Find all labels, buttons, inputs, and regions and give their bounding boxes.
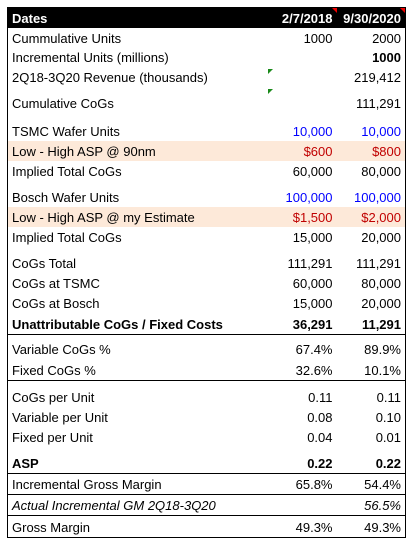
cell-value: 15,000: [292, 230, 333, 245]
cell-value: 111,291: [287, 256, 333, 271]
cell-value: $600: [267, 141, 337, 161]
cell-value: 11,291: [336, 313, 406, 335]
cell-value: [267, 67, 337, 87]
cell-value: 0.11: [308, 390, 333, 405]
sheet-row: CoGs Total 111,291 111,291: [8, 247, 406, 273]
cell-value: 10.1%: [336, 359, 406, 381]
row-label: Implied Total CoGs: [12, 230, 122, 245]
cell-value: 0.10: [375, 410, 401, 425]
row-label: Actual Incremental GM 2Q18-3Q20: [7, 494, 268, 516]
sheet-row: Unattributable CoGs / Fixed Costs 36,291 1…: [7, 313, 406, 335]
cell-value: 89.9%: [364, 342, 401, 357]
cell-value: 15,000: [292, 296, 333, 311]
sheet-row: CoGs at Bosch 15,000 20,000: [8, 293, 406, 313]
row-label: CoGs at TSMC: [12, 276, 100, 291]
row-label: Fixed CoGs %: [7, 359, 268, 381]
cell-value: 0.11: [376, 390, 401, 405]
row-label: CoGs per Unit: [12, 390, 95, 405]
sheet-row: Incremental Gross Margin 65.8% 54.4%: [7, 473, 406, 495]
cell-value: 32.6%: [267, 359, 337, 381]
cell-value: $800: [336, 141, 406, 161]
row-label: Incremental Units (millions): [12, 50, 169, 65]
sheet-row: Cummulative Units 1000 2000: [8, 28, 406, 48]
sheet-row: Cumulative CoGs 111,291: [8, 87, 406, 113]
cell-value: 0.22: [267, 447, 337, 474]
cell-value: 49.3%: [364, 520, 401, 535]
row-label: Variable per Unit: [12, 410, 108, 425]
sheet-row: Implied Total CoGs 15,000 20,000: [8, 227, 406, 247]
cell-value: 10,000: [292, 124, 333, 139]
sheet-row: CoGs per Unit 0.11 0.11: [8, 381, 406, 408]
cell-value: 0.01: [375, 430, 401, 445]
cell-value: [268, 48, 337, 67]
cell-value: 56.5%: [336, 494, 406, 516]
cell-value: 10,000: [361, 124, 401, 139]
sheet-row: CoGs at TSMC 60,000 80,000: [8, 273, 406, 293]
cell-value: 36,291: [267, 313, 337, 335]
row-label: Variable CoGs %: [12, 342, 111, 357]
cell-value: 100,000: [285, 190, 333, 205]
row-label: Implied Total CoGs: [12, 164, 122, 179]
cell-value: [267, 494, 337, 516]
cell-value: 111,291: [355, 96, 401, 111]
cell-value: 1000: [372, 50, 401, 65]
cell-value: $1,500: [267, 207, 337, 227]
cell-value: 0.22: [336, 447, 406, 474]
header-date: 9/30/2020: [336, 7, 406, 28]
sheet-row: ASP 0.22 0.22: [7, 447, 406, 474]
cell-value: 111,291: [355, 256, 401, 271]
row-label: TSMC Wafer Units: [12, 124, 120, 139]
row-label: CoGs at Bosch: [12, 296, 100, 311]
row-label: Cumulative CoGs: [12, 96, 114, 111]
row-label: Incremental Gross Margin: [7, 473, 268, 495]
cell-value: 100,000: [354, 190, 401, 205]
row-label: Gross Margin: [12, 520, 91, 535]
row-label: ASP: [7, 447, 268, 474]
sheet-row: Variable CoGs % 67.4% 89.9%: [8, 335, 406, 360]
row-label: CoGs Total: [12, 256, 77, 271]
cell-value: 67.4%: [295, 342, 333, 357]
cell-value: 219,412: [354, 70, 401, 85]
row-label: Fixed per Unit: [12, 430, 93, 445]
cell-value: 0.04: [307, 430, 333, 445]
row-label: 2Q18-3Q20 Revenue (thousands): [12, 70, 208, 85]
sheet-row: TSMC Wafer Units 10,000 10,000: [8, 113, 406, 141]
row-label: Unattributable CoGs / Fixed Costs: [7, 313, 268, 335]
cell-value: 65.8%: [267, 473, 337, 495]
cell-value: 1000: [303, 31, 333, 46]
sheet-row: Fixed per Unit 0.04 0.01: [8, 427, 406, 447]
cell-value: 80,000: [361, 276, 401, 291]
cell-value: $2,000: [336, 207, 406, 227]
sheet-body: Dates 2/7/2018 9/30/2020 Cummulative Uni…: [7, 7, 406, 538]
row-label: Low - High ASP @ 90nm: [7, 141, 268, 161]
sheet-row: 2Q18-3Q20 Revenue (thousands) 219,412: [8, 67, 406, 87]
header-label: Dates: [7, 7, 268, 28]
cell-value: 20,000: [361, 296, 401, 311]
sheet-row: Variable per Unit 0.08 0.10: [8, 407, 406, 427]
header-row: Dates 2/7/2018 9/30/2020: [7, 7, 406, 28]
row-label: Bosch Wafer Units: [12, 190, 120, 205]
row-label: Cummulative Units: [12, 31, 122, 46]
cell-value: 80,000: [361, 164, 401, 179]
cell-value: 60,000: [292, 276, 333, 291]
row-label: Low - High ASP @ my Estimate: [7, 207, 268, 227]
spreadsheet: Dates 2/7/2018 9/30/2020 Cummulative Uni…: [7, 7, 406, 538]
cell-value: 54.4%: [336, 473, 406, 495]
cell-value: [267, 87, 337, 113]
cell-value: 0.08: [307, 410, 333, 425]
sheet-row: Implied Total CoGs 60,000 80,000: [8, 161, 406, 181]
cell-value: 2000: [372, 31, 401, 46]
cell-value: 49.3%: [295, 520, 333, 535]
cell-value: 20,000: [361, 230, 401, 245]
cell-value: 60,000: [292, 164, 333, 179]
sheet-row: Bosch Wafer Units 100,000 100,000: [8, 181, 406, 207]
sheet-row: Gross Margin 49.3% 49.3%: [8, 516, 406, 538]
sheet-row: Low - High ASP @ 90nm $600 $800: [7, 141, 406, 161]
sheet-row: Actual Incremental GM 2Q18-3Q20 56.5%: [7, 494, 406, 516]
header-date: 2/7/2018: [267, 7, 337, 28]
sheet-row: Incremental Units (millions) 1000: [8, 48, 406, 67]
sheet-row: Low - High ASP @ my Estimate $1,500 $2,000: [7, 207, 406, 227]
sheet-row: Fixed CoGs % 32.6% 10.1%: [7, 359, 406, 381]
